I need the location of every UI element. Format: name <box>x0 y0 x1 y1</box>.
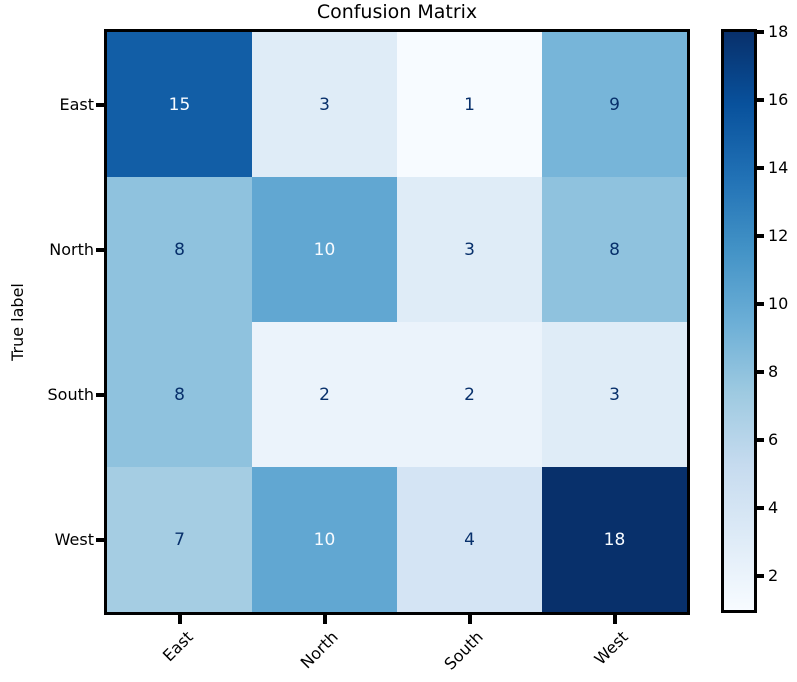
heatmap-cell: 8 <box>542 177 687 322</box>
heatmap-cell: 4 <box>397 467 542 612</box>
x-tick-mark <box>467 615 472 624</box>
colorbar-tick-label: 10 <box>768 294 789 313</box>
colorbar-tick-label: 16 <box>768 90 789 109</box>
y-tick-label: North <box>49 239 94 259</box>
heatmap-cell: 8 <box>107 322 252 467</box>
heatmap-cell: 9 <box>542 32 687 177</box>
x-tick-mark <box>322 615 327 624</box>
heatmap-cell: 7 <box>107 467 252 612</box>
colorbar-tick-mark <box>757 234 764 238</box>
colorbar-tick-mark <box>757 370 764 374</box>
colorbar <box>721 29 757 613</box>
colorbar-tick-label: 6 <box>768 430 779 449</box>
y-tick-mark <box>96 247 104 252</box>
chart-title: Confusion Matrix <box>316 1 478 23</box>
heatmap-cell: 15 <box>107 32 252 177</box>
heatmap-cell: 10 <box>252 177 397 322</box>
heatmap-cell: 10 <box>252 467 397 612</box>
y-tick-mark <box>96 537 104 542</box>
x-tick-label: South <box>439 627 487 674</box>
heatmap-cell: 1 <box>397 32 542 177</box>
colorbar-tick-label: 14 <box>768 158 789 177</box>
y-tick-label: South <box>47 384 95 404</box>
x-tick-label: West <box>589 627 632 669</box>
colorbar-tick-label: 2 <box>768 566 779 585</box>
colorbar-tick-label: 12 <box>768 226 789 245</box>
colorbar-tick-label: 8 <box>768 362 779 381</box>
x-tick-mark <box>177 615 182 624</box>
colorbar-tick-label: 4 <box>768 498 779 517</box>
heatmap-cell: 18 <box>542 467 687 612</box>
colorbar-tick-mark <box>757 302 764 306</box>
heatmap-plot-area: 15 3 1 9 8 10 3 8 8 2 2 3 7 10 4 18 <box>104 29 690 615</box>
colorbar-tick-label: 18 <box>768 22 789 41</box>
colorbar-tick-mark <box>757 438 764 442</box>
y-tick-label: West <box>54 529 94 549</box>
x-tick-label: East <box>158 627 197 666</box>
heatmap-grid: 15 3 1 9 8 10 3 8 8 2 2 3 7 10 4 18 <box>107 32 687 612</box>
colorbar-tick-mark <box>757 574 764 578</box>
y-tick-mark <box>96 102 104 107</box>
colorbar-tick-mark <box>757 98 764 102</box>
colorbar-tick-mark <box>757 166 764 170</box>
y-tick-mark <box>96 392 104 397</box>
heatmap-cell: 3 <box>542 322 687 467</box>
heatmap-cell: 2 <box>397 322 542 467</box>
x-tick-label: North <box>296 627 342 673</box>
colorbar-tick-mark <box>757 506 764 510</box>
y-axis-label: True label <box>8 283 27 361</box>
x-tick-mark <box>612 615 617 624</box>
y-tick-label: East <box>59 94 94 114</box>
heatmap-cell: 3 <box>397 177 542 322</box>
heatmap-cell: 3 <box>252 32 397 177</box>
colorbar-tick-mark <box>757 30 764 34</box>
heatmap-cell: 2 <box>252 322 397 467</box>
heatmap-cell: 8 <box>107 177 252 322</box>
